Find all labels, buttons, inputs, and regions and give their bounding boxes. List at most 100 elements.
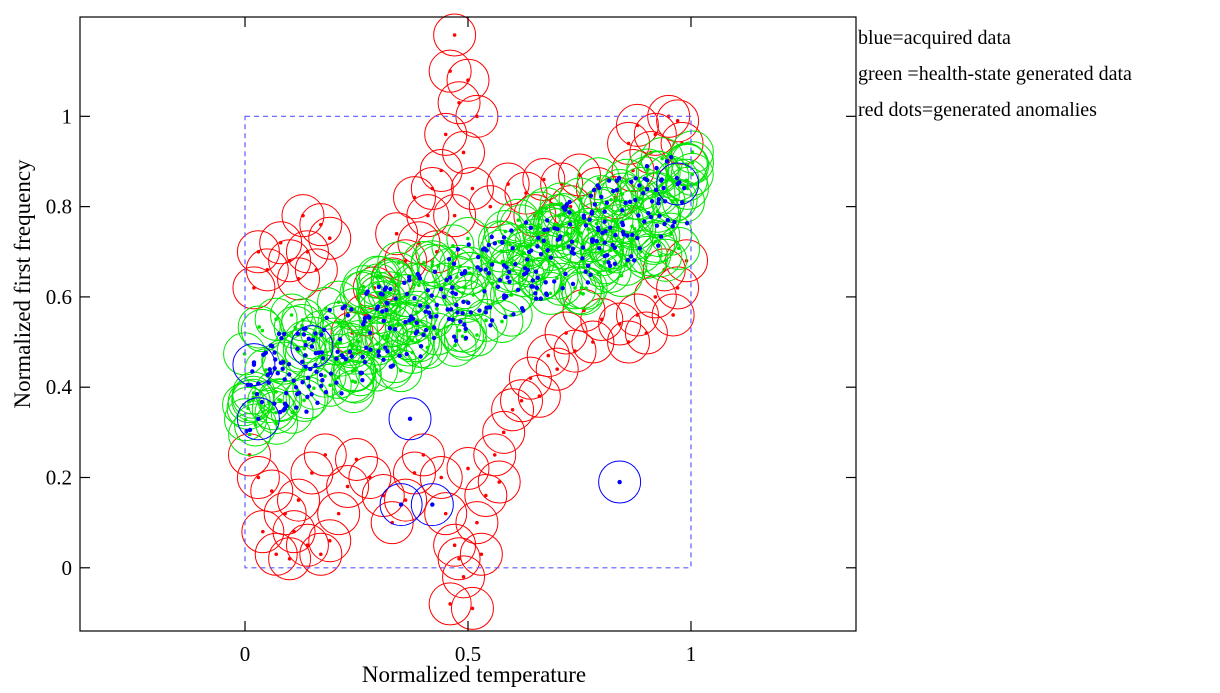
acquired-marker-dot — [268, 343, 274, 348]
generated-marker-ring — [270, 390, 314, 434]
generated-marker-dot — [475, 333, 479, 337]
anomalies-marker-ring — [250, 469, 294, 513]
acquired-marker-dot — [414, 320, 419, 326]
acquired-marker-dot — [414, 329, 420, 334]
acquired-marker-dot — [564, 202, 570, 207]
acquired-marker-dot — [335, 349, 340, 354]
acquired-marker-dot — [557, 236, 562, 242]
legend-entry-anomalies: red dots=generated anomalies — [858, 99, 1097, 121]
acquired-marker-dot — [463, 326, 468, 331]
anomalies-marker-ring — [232, 266, 276, 310]
acquired-marker-dot — [362, 360, 368, 365]
acquired-marker-dot — [604, 200, 610, 205]
acquired-marker-dot — [538, 296, 543, 301]
anomalies-marker-dot — [256, 475, 261, 480]
anomalies-marker-dot — [345, 484, 350, 489]
acquired-marker-dot — [630, 232, 635, 238]
acquired-marker-dot — [254, 391, 260, 397]
anomalies-marker-ring — [642, 248, 686, 292]
anomalies-marker-dot — [439, 475, 444, 480]
acquired-marker-dot — [334, 356, 339, 361]
acquired-marker-dot — [305, 394, 310, 400]
acquired-marker-dot — [300, 380, 305, 385]
generated-marker-ring — [451, 273, 495, 317]
anomalies-marker-ring — [370, 501, 414, 545]
acquired-marker-dot — [662, 199, 668, 204]
reference-box — [244, 115, 692, 569]
generated-marker-ring — [561, 272, 605, 316]
anomalies-marker-dot — [497, 480, 502, 484]
acquired-marker-dot — [524, 270, 529, 276]
generated-marker-dot — [600, 248, 605, 252]
acquired-marker-dot — [543, 280, 548, 285]
anomalies-marker-dot — [510, 407, 515, 412]
acquired-marker-dot — [599, 194, 604, 200]
acquired-marker-dot — [272, 366, 277, 371]
anomalies-marker-dot — [519, 398, 524, 403]
acquired-marker-dot — [668, 155, 674, 160]
generated-marker-dot — [676, 246, 681, 251]
acquired-marker-dot — [403, 319, 408, 325]
acquired-marker-dot — [536, 235, 541, 240]
acquired-marker-dot — [561, 205, 566, 210]
acquired-marker-dot — [376, 349, 381, 354]
acquired-marker-dot — [349, 307, 354, 312]
acquired-marker-dot — [313, 350, 319, 356]
generated-marker-dot — [302, 346, 307, 351]
acquired-marker-dot — [287, 372, 292, 377]
acquired-marker-dot — [322, 327, 327, 333]
generated-marker-ring — [604, 242, 648, 286]
generated-marker-ring — [332, 331, 376, 375]
acquired-marker-dot — [393, 296, 398, 301]
anomalies-marker-dot — [452, 543, 457, 548]
anomalies-marker-dot — [426, 213, 430, 218]
anomalies-marker-ring — [508, 356, 552, 400]
x-tick-label: 0.5 — [455, 642, 481, 666]
acquired-marker-dot — [279, 335, 284, 341]
acquired-marker-dot — [328, 371, 334, 376]
acquired-marker-dot — [294, 405, 299, 410]
generated-marker-dot — [247, 432, 252, 437]
acquired-marker-dot — [590, 239, 595, 244]
acquired-marker-dot — [654, 165, 659, 171]
generated-marker-ring — [443, 317, 487, 361]
generated-marker-ring — [237, 305, 281, 349]
anomalies-marker-ring — [272, 510, 316, 554]
generated-marker-dot — [384, 337, 388, 341]
anomalies-marker-ring — [598, 302, 642, 346]
acquired-marker-dot — [631, 258, 637, 263]
acquired-marker-dot — [450, 285, 455, 290]
generated-marker-dot — [608, 269, 612, 274]
acquired-marker-dot — [528, 225, 534, 231]
generated-marker-ring — [318, 320, 362, 364]
acquired-marker-dot — [259, 399, 265, 405]
generated-marker-ring — [303, 354, 347, 398]
anomalies-marker-ring — [468, 185, 512, 229]
anomalies-marker-ring — [424, 492, 468, 536]
acquired-marker-dot — [365, 289, 370, 294]
acquired-marker-dot — [595, 183, 600, 188]
acquired-marker-dot — [315, 400, 320, 406]
acquired-marker-dot — [455, 310, 460, 315]
acquired-marker-dot — [263, 350, 268, 356]
generated-marker-dot — [619, 273, 624, 278]
anomalies-marker-ring — [553, 329, 597, 373]
generated-marker-dot — [312, 386, 316, 391]
generated-marker-dot — [457, 328, 462, 333]
acquired-marker-dot — [301, 326, 306, 331]
acquired-marker-dot — [313, 362, 318, 368]
anomalies-marker-dot — [475, 520, 479, 525]
anomalies-marker-dot — [452, 213, 457, 218]
acquired-marker-dot — [431, 335, 437, 341]
anomalies-marker-dot — [323, 453, 328, 457]
acquired-marker-dot — [612, 261, 618, 266]
acquired-marker-dot — [407, 318, 412, 323]
generated-marker-ring — [644, 238, 688, 282]
anomalies-marker-dot — [287, 556, 292, 561]
acquired-marker-dot — [418, 303, 423, 308]
anomalies-marker-dot — [434, 249, 439, 254]
acquired-marker-dot — [489, 318, 495, 323]
acquired-marker-dot — [293, 385, 299, 390]
acquired-marker-dot — [318, 383, 324, 389]
acquired-marker-dot — [541, 238, 546, 243]
